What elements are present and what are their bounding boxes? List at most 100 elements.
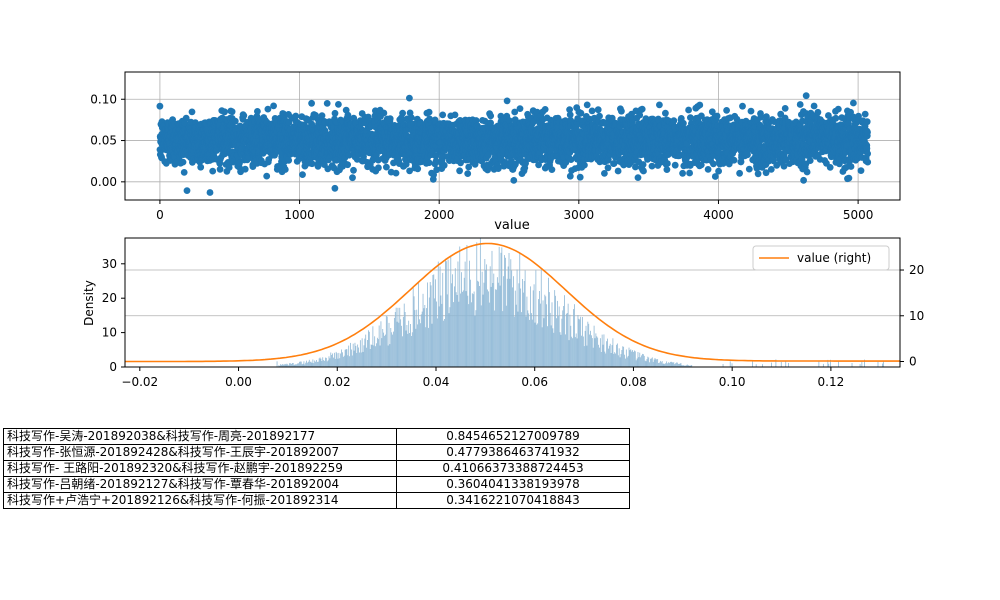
scatter-point — [216, 165, 224, 173]
scatter-point — [576, 173, 584, 181]
scatter-point — [182, 114, 190, 122]
scatter-point — [425, 108, 433, 116]
scatter-point — [188, 108, 196, 116]
scatter-point — [344, 111, 352, 119]
scatter-point — [850, 99, 857, 107]
scatter-point — [240, 112, 248, 119]
scatter-point — [241, 165, 249, 173]
scatter-point — [754, 170, 762, 178]
scatter-point — [686, 169, 693, 177]
scatter-point — [581, 161, 588, 169]
scatter-point — [736, 169, 743, 177]
scatter-point — [209, 167, 217, 175]
scatter-point — [464, 170, 472, 178]
scatter-point — [407, 114, 415, 121]
scatter-point — [236, 122, 244, 130]
scatter-point — [236, 159, 243, 167]
scatter-point — [285, 157, 293, 164]
scatter-point — [806, 157, 814, 165]
scatter-point — [566, 172, 574, 180]
scatter-point — [456, 167, 463, 175]
scatter-point — [834, 105, 842, 113]
scatter-point — [596, 112, 603, 120]
scatter-point — [383, 163, 390, 171]
scatter-point — [399, 109, 406, 117]
scatter-point — [810, 102, 818, 110]
scatter-point — [796, 101, 804, 108]
scatter-point — [704, 166, 712, 173]
scatter-point — [685, 106, 692, 114]
scatter-point — [516, 105, 524, 112]
scatter-point — [503, 97, 511, 105]
scatter-point — [225, 164, 233, 171]
scatter-point — [826, 164, 834, 171]
scatter-point — [767, 166, 775, 173]
scatter-point — [345, 151, 353, 159]
scatter-point — [639, 161, 647, 168]
scatter-point — [679, 169, 686, 177]
scatter-point — [180, 169, 188, 176]
scatter-point — [803, 168, 811, 176]
scatter-point — [414, 165, 422, 173]
scatter-point — [680, 119, 687, 127]
scatter-point — [745, 165, 753, 173]
scatter-point — [662, 109, 669, 117]
scatter-point — [648, 162, 656, 170]
scatter-point — [713, 112, 721, 120]
scatter-point — [847, 163, 855, 170]
scatter-point — [228, 108, 236, 116]
scatter-point — [179, 158, 187, 166]
scatter-point — [350, 166, 357, 174]
scatter-point — [832, 114, 840, 122]
scatter-point — [802, 92, 810, 100]
scatter-point — [800, 176, 807, 184]
scatter-point — [739, 102, 746, 110]
scatter-point — [696, 101, 704, 109]
scatter-point — [375, 164, 382, 172]
scatter-point — [344, 161, 351, 169]
scatter-point — [386, 115, 394, 122]
scatter-point — [548, 166, 556, 174]
scatter-point — [281, 166, 289, 173]
scatter-point — [670, 117, 678, 125]
scatter-point — [710, 160, 717, 168]
scatter-point — [231, 117, 239, 125]
scatter-point — [292, 112, 300, 120]
scatter-point — [221, 108, 229, 116]
scatter-point — [663, 166, 671, 174]
scatter-point — [406, 94, 413, 102]
scatter-point — [634, 174, 642, 182]
scatter-point — [263, 172, 271, 180]
scatter-point — [392, 169, 400, 177]
scatter-point — [715, 167, 722, 175]
scatter-point — [331, 109, 339, 117]
scatter-point — [730, 156, 738, 164]
scatter-point — [614, 167, 622, 175]
scatter-point — [439, 111, 447, 119]
scatter-point — [638, 105, 646, 113]
scatter-points — [156, 92, 872, 196]
scatter-point — [747, 107, 755, 115]
scatter-point — [588, 107, 596, 115]
scatter-point — [264, 105, 272, 113]
scatter-point — [510, 177, 518, 184]
scatter-point — [406, 167, 413, 175]
scatter-point — [308, 99, 315, 107]
scatter-point — [671, 161, 679, 169]
scatter-point — [197, 163, 205, 171]
scatter-point — [156, 102, 164, 110]
scatter-point — [604, 164, 612, 172]
scatter-point — [451, 111, 459, 119]
scatter-point — [640, 167, 647, 175]
scatter-point — [845, 174, 853, 182]
scatter-point — [425, 159, 433, 167]
scatter-point — [349, 174, 356, 182]
scatter-point — [308, 160, 316, 168]
scatter-point — [318, 112, 326, 120]
scatter-point — [440, 161, 448, 169]
scatter-point — [183, 187, 191, 195]
scatter-point — [541, 106, 549, 113]
scatter-point — [206, 189, 214, 196]
